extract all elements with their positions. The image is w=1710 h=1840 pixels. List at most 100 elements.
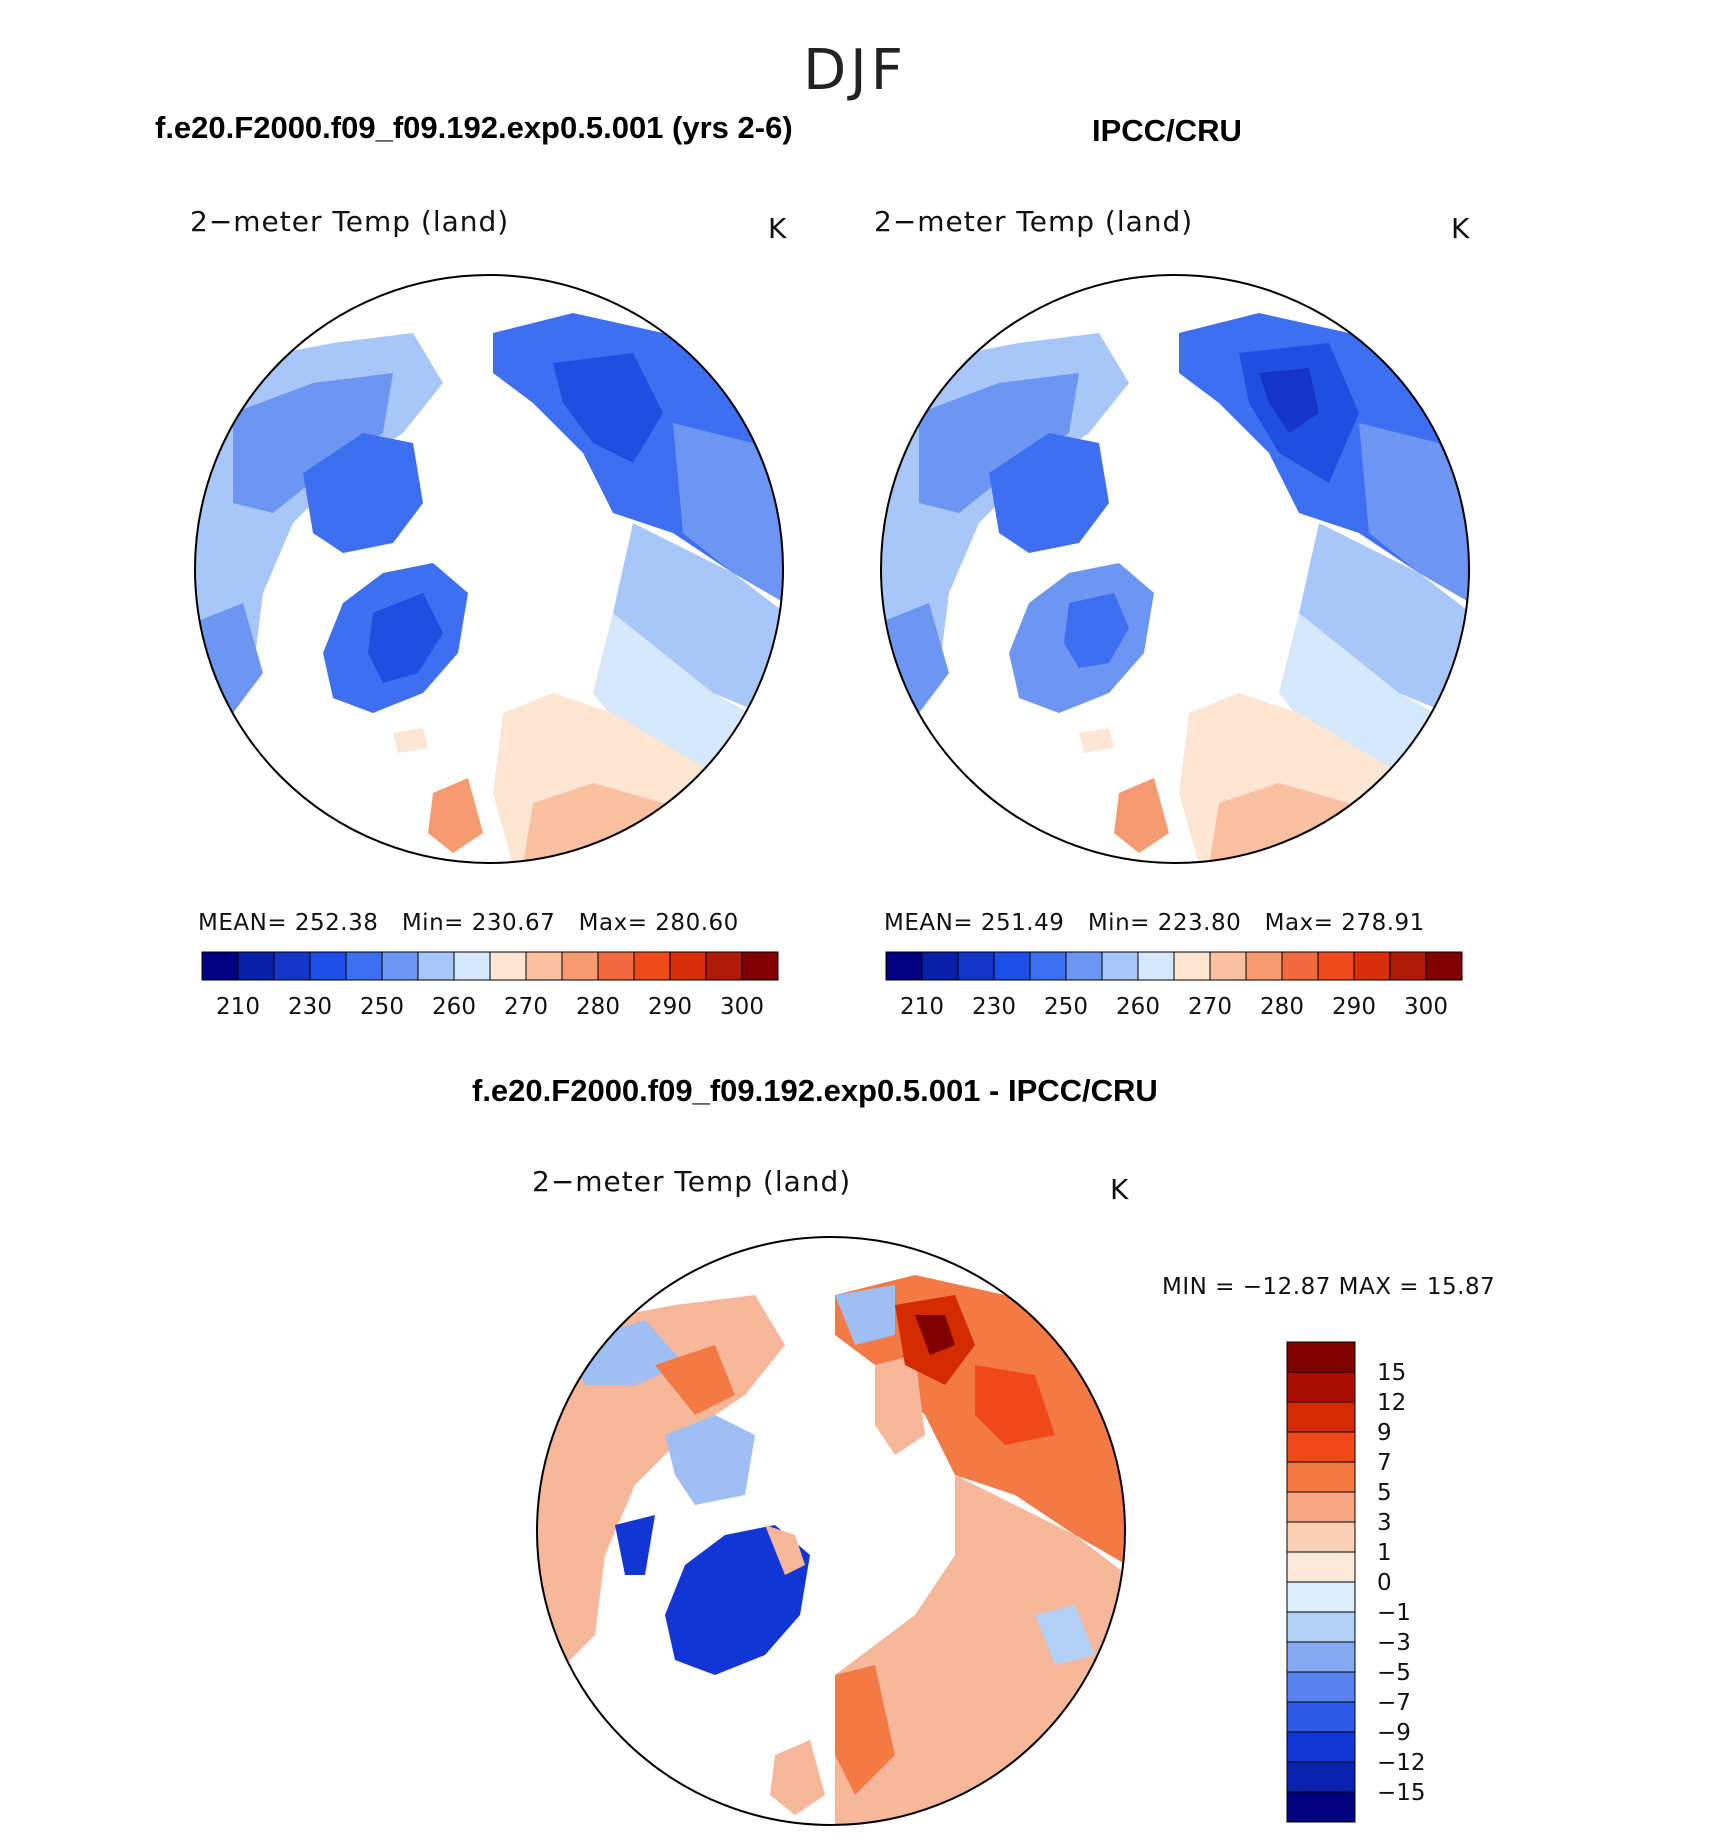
colorbar-tick-label: 260: [1116, 994, 1160, 1020]
colorbar-swatch: [1065, 951, 1103, 981]
colorbar-swatch: [1173, 951, 1211, 981]
colorbar-tick-label: 15: [1377, 1360, 1406, 1386]
max-value: 280.60: [655, 910, 739, 936]
colorbar-swatch: [273, 951, 311, 981]
colorbar-swatch: [1286, 1491, 1356, 1523]
colorbar-swatch: [453, 951, 491, 981]
colorbar-tick-label: 3: [1377, 1510, 1392, 1536]
colorbar-swatch: [1317, 951, 1355, 981]
colorbar-tick-label: −9: [1377, 1720, 1411, 1746]
min-value: 230.67: [471, 910, 556, 936]
colorbar-swatch: [1286, 1761, 1356, 1793]
max-value: 278.91: [1341, 910, 1425, 936]
colorbar-swatch: [1425, 951, 1463, 981]
colorbar-swatch: [1029, 951, 1067, 981]
colorbar-tick-label: 210: [900, 994, 944, 1020]
colorbar-tick-label: 12: [1377, 1390, 1406, 1416]
colorbar-tick-label: 300: [720, 994, 764, 1020]
colorbar-swatch: [201, 951, 239, 981]
map-difference: [536, 1236, 1126, 1826]
panel-left-stats: MEAN= 252.38 Min= 230.67 Max= 280.60: [198, 910, 739, 936]
colorbar-tick-label: 250: [360, 994, 404, 1020]
colorbar-right: 210 230 250 260 270 280 290 300: [885, 951, 1463, 1020]
map-left-model: [194, 274, 784, 864]
mean-label: MEAN=: [198, 910, 288, 936]
min-label: Min=: [1087, 910, 1150, 936]
panel-left-units: K: [768, 212, 788, 245]
panel-right-variable: 2−meter Temp (land): [874, 205, 1194, 238]
colorbar-difference: 15 12 9 7 5 3 1 0 −1 −3 −5 −7 −9 −12 −15: [1286, 1341, 1426, 1823]
colorbar-swatch: [345, 951, 383, 981]
colorbar-swatch: [1286, 1581, 1356, 1613]
colorbar-swatch: [1137, 951, 1175, 981]
colorbar-tick-label: 270: [1188, 994, 1232, 1020]
colorbar-swatch: [1286, 1431, 1356, 1463]
panel-left-variable: 2−meter Temp (land): [190, 205, 510, 238]
colorbar-swatch: [1286, 1401, 1356, 1433]
colorbar-tick-label: 230: [972, 994, 1016, 1020]
page-title: DJF: [803, 38, 907, 103]
colorbar-swatch: [741, 951, 779, 981]
colorbar-tick-label: 7: [1377, 1450, 1392, 1476]
colorbar-tick-label: 260: [432, 994, 476, 1020]
colorbar-swatch: [1286, 1461, 1356, 1493]
colorbar-swatch: [1286, 1341, 1356, 1373]
colorbar-tick-label: 5: [1377, 1480, 1392, 1506]
colorbar-swatch: [417, 951, 455, 981]
colorbar-swatch: [1286, 1551, 1356, 1583]
colorbar-swatch: [1209, 951, 1247, 981]
colorbar-swatch: [1286, 1791, 1356, 1823]
colorbar-tick-label: 1: [1377, 1540, 1392, 1566]
colorbar-swatch: [1245, 951, 1283, 981]
colorbar-swatch: [1286, 1731, 1356, 1763]
colorbar-tick-label: 250: [1044, 994, 1088, 1020]
colorbar-swatch: [1286, 1521, 1356, 1553]
colorbar-swatch: [1286, 1701, 1356, 1733]
diff-variable: 2−meter Temp (land): [532, 1165, 852, 1198]
colorbar-tick-label: 0: [1377, 1570, 1392, 1596]
panel-right-header: IPCC/CRU: [1092, 113, 1242, 148]
colorbar-swatch: [705, 951, 743, 981]
colorbar-tick-label: 280: [1260, 994, 1304, 1020]
colorbar-swatch: [381, 951, 419, 981]
colorbar-tick-label: 210: [216, 994, 260, 1020]
colorbar-tick-label: 290: [648, 994, 692, 1020]
colorbar-left: 210 230 250 260 270 280 290 300: [201, 951, 779, 1020]
colorbar-swatch: [489, 951, 527, 981]
colorbar-tick-label: −1: [1377, 1600, 1411, 1626]
colorbar-swatch: [309, 951, 347, 981]
colorbar-tick-label: −5: [1377, 1660, 1411, 1686]
colorbar-swatch: [669, 951, 707, 981]
colorbar-tick-label: 270: [504, 994, 548, 1020]
colorbar-swatch: [1286, 1671, 1356, 1703]
colorbar-swatch: [561, 951, 599, 981]
min-label: Min=: [401, 910, 464, 936]
panel-left-header: f.e20.F2000.f09_f09.192.exp0.5.001 (yrs …: [155, 110, 793, 145]
diff-units: K: [1110, 1173, 1130, 1206]
colorbar-tick-label: 280: [576, 994, 620, 1020]
colorbar-swatch: [1286, 1371, 1356, 1403]
map-right-observed: [880, 274, 1470, 864]
diff-header: f.e20.F2000.f09_f09.192.exp0.5.001 - IPC…: [472, 1073, 1158, 1108]
mean-value: 252.38: [294, 910, 379, 936]
max-label: Max=: [578, 910, 648, 936]
colorbar-swatch: [1353, 951, 1391, 981]
colorbar-swatch: [1281, 951, 1319, 981]
colorbar-swatch: [885, 951, 923, 981]
colorbar-tick-label: 9: [1377, 1420, 1392, 1446]
mean-label: MEAN=: [884, 910, 974, 936]
panel-right-units: K: [1451, 212, 1471, 245]
colorbar-swatch: [957, 951, 995, 981]
colorbar-swatch: [525, 951, 563, 981]
diff-minmax: MIN = −12.87 MAX = 15.87: [1162, 1274, 1496, 1300]
colorbar-swatch: [921, 951, 959, 981]
colorbar-tick-label: −15: [1377, 1780, 1426, 1806]
colorbar-swatch: [237, 951, 275, 981]
colorbar-tick-label: −3: [1377, 1630, 1411, 1656]
panel-right-stats: MEAN= 251.49 Min= 223.80 Max= 278.91: [884, 910, 1425, 936]
colorbar-tick-label: 290: [1332, 994, 1376, 1020]
colorbar-tick-label: −7: [1377, 1690, 1411, 1716]
colorbar-swatch: [1286, 1641, 1356, 1673]
colorbar-swatch: [1389, 951, 1427, 981]
max-label: Max=: [1264, 910, 1334, 936]
